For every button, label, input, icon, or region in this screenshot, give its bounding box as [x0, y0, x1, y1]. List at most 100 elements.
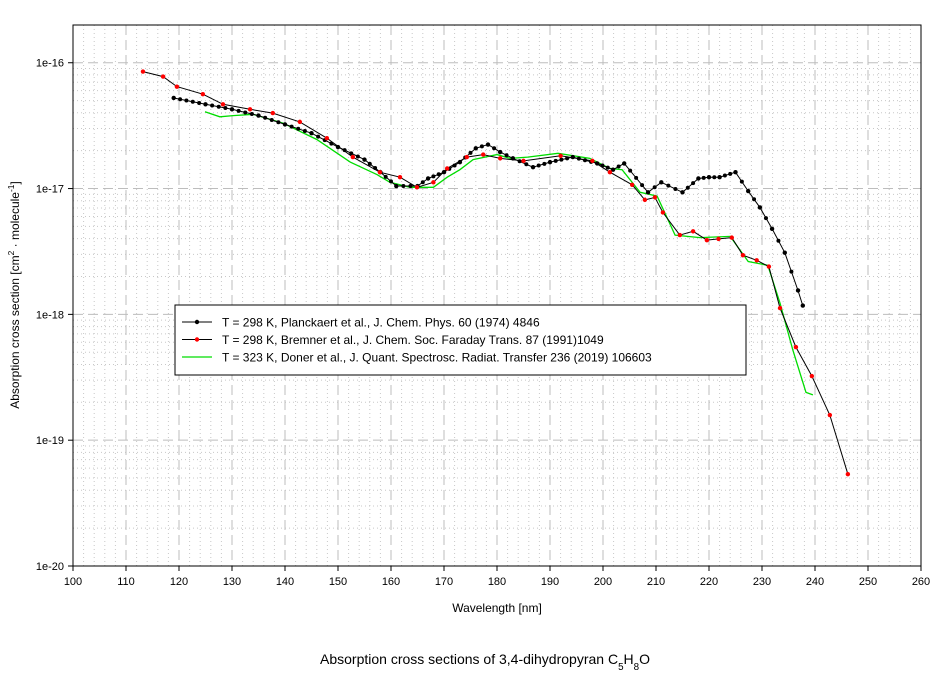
data-point: [530, 164, 536, 170]
data-point: [420, 180, 425, 185]
data-point: [457, 159, 463, 165]
data-point: [197, 101, 202, 106]
data-point: [324, 136, 330, 141]
x-tick-label: 150: [329, 576, 347, 588]
data-point: [309, 131, 314, 136]
data-point: [282, 122, 288, 127]
label-text: ]: [8, 181, 22, 184]
legend-marker-1: [194, 337, 200, 342]
data-point: [302, 128, 307, 133]
data-point: [716, 236, 721, 242]
data-point: [634, 175, 639, 180]
data-point: [485, 142, 491, 147]
series-layer: [140, 69, 851, 477]
data-point: [414, 185, 420, 190]
x-axis-label: Wavelength [nm]: [452, 601, 542, 615]
x-tick-label: 120: [170, 576, 188, 588]
data-point: [640, 183, 645, 188]
data-point: [559, 157, 564, 162]
data-point: [200, 91, 206, 97]
data-point: [827, 412, 833, 418]
data-point: [349, 151, 354, 156]
data-point: [766, 264, 772, 269]
data-point: [394, 183, 399, 189]
data-point: [746, 188, 751, 194]
data-point: [680, 190, 685, 195]
subscript: 8: [634, 662, 640, 673]
data-point: [706, 175, 712, 180]
data-point: [622, 161, 627, 166]
data-point: [809, 373, 815, 379]
series-line-1: [142, 71, 849, 475]
data-point: [171, 95, 176, 101]
y-tick-label: 1e-16: [36, 58, 64, 70]
data-point: [203, 102, 208, 107]
label-text: Absorption cross sections of 3,4-dihydro…: [320, 651, 618, 667]
data-point: [642, 197, 648, 203]
data-point: [645, 190, 651, 195]
x-tick-label: 140: [276, 576, 294, 588]
data-point: [605, 165, 610, 170]
data-point: [776, 238, 781, 243]
x-tick-label: 160: [382, 576, 400, 588]
data-point: [782, 250, 787, 255]
axis-ticks: 100 110 120 130 140 150 160 170 180 190 200 210 220 2…: [36, 58, 930, 588]
data-point: [236, 108, 241, 113]
data-point: [704, 237, 710, 243]
data-point: [524, 162, 529, 167]
label-text: H: [624, 651, 634, 667]
label-text: O: [639, 651, 650, 667]
data-point: [174, 84, 180, 89]
data-point: [431, 174, 436, 179]
data-point: [397, 175, 403, 180]
x-tick-label: 220: [700, 576, 718, 588]
data-point: [178, 97, 183, 102]
data-point: [350, 154, 356, 160]
x-tick-label: 180: [488, 576, 506, 588]
label-text: · molecule: [8, 192, 22, 251]
data-point: [696, 176, 701, 181]
data-point: [249, 112, 254, 117]
data-point: [263, 115, 268, 120]
data-point: [752, 197, 757, 202]
data-point: [701, 175, 706, 180]
chart-title: Absorption cross sections of 3,4-dihydro…: [320, 651, 650, 673]
data-point: [628, 168, 633, 173]
data-point: [229, 107, 235, 112]
x-tick-label: 250: [859, 576, 877, 588]
data-point: [547, 159, 553, 165]
data-point: [497, 149, 503, 155]
data-point: [542, 161, 547, 166]
legend-marker-0: [194, 319, 200, 325]
data-point: [481, 152, 486, 157]
x-tick-label: 240: [806, 576, 824, 588]
x-tick-label: 110: [117, 576, 135, 588]
y-tick-label: 1e-18: [36, 309, 64, 321]
data-point: [845, 471, 851, 477]
data-point: [355, 154, 360, 159]
data-point: [383, 174, 388, 179]
superscript: 2: [6, 250, 16, 255]
data-point: [722, 173, 727, 178]
data-point: [243, 110, 248, 115]
x-tick-label: 210: [647, 576, 665, 588]
data-point: [757, 205, 763, 210]
x-tick-label: 230: [753, 576, 771, 588]
legend: T = 298 K, Planckaert et al., J. Chem. P…: [174, 304, 747, 376]
data-point: [425, 176, 431, 181]
data-point: [297, 119, 303, 125]
data-point: [269, 117, 274, 122]
x-tick-label: 170: [435, 576, 453, 588]
data-point: [553, 158, 558, 163]
data-point: [691, 181, 696, 186]
data-point: [367, 161, 372, 166]
data-point: [659, 180, 664, 185]
legend-box: [174, 304, 747, 376]
data-point: [673, 186, 678, 191]
data-point: [590, 158, 595, 164]
y-tick-label: 1e-20: [36, 561, 64, 573]
x-tick-label: 260: [912, 576, 930, 588]
data-point: [497, 156, 503, 161]
data-point: [660, 210, 666, 215]
